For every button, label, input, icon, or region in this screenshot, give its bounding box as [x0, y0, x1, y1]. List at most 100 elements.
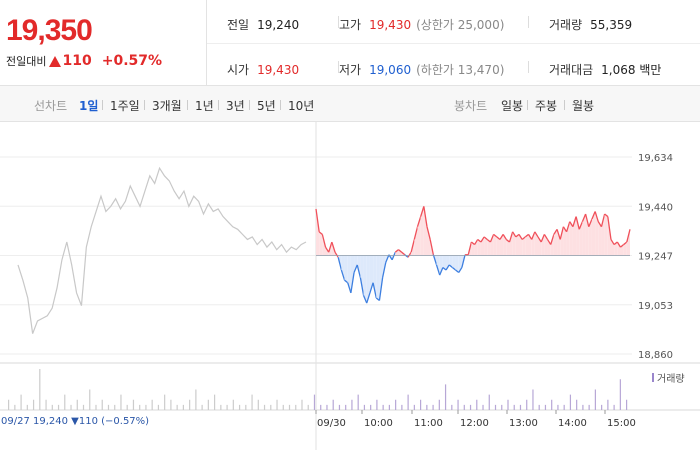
today-line-segment: [385, 254, 390, 263]
today-area-segment: [506, 239, 510, 256]
y-tick-label: 18,860: [638, 350, 673, 361]
today-line-segment: [416, 216, 422, 227]
volume-bar: [95, 404, 97, 410]
col-divider: [338, 16, 339, 28]
volume-bar: [551, 399, 553, 410]
today-area-segment: [319, 231, 323, 256]
x-tick-label: 10:00: [364, 418, 393, 429]
volume-bar: [164, 394, 166, 410]
volume-bar: [432, 404, 434, 410]
upper-limit: (상한가 25,000): [416, 18, 505, 32]
today-line-segment: [340, 269, 346, 281]
candle-tab-daily[interactable]: 일봉: [501, 99, 524, 113]
period-tab-1d[interactable]: 1일: [79, 99, 99, 113]
today-line-segment: [518, 234, 523, 240]
up-triangle-icon: [49, 55, 62, 67]
stat-open: 시가 19,430: [227, 61, 299, 78]
today-area-segment: [354, 255, 358, 273]
today-line-segment: [426, 226, 431, 240]
prev-close-value: 19,240: [257, 18, 300, 32]
volume-bar: [382, 404, 384, 410]
today-line-segment: [604, 213, 609, 218]
volume-legend-label: 거래량: [657, 373, 685, 385]
open-label: 시가: [227, 63, 250, 77]
volume-bar: [189, 399, 191, 410]
period-tab-5y[interactable]: 5년: [257, 99, 276, 113]
today-area-segment: [373, 255, 377, 299]
volume-bar: [488, 394, 490, 410]
volume-bar: [114, 404, 116, 410]
today-line-segment: [394, 249, 399, 253]
volume-bar: [295, 404, 297, 410]
today-line-segment: [359, 277, 365, 296]
volume-bar: [588, 404, 590, 410]
today-area-segment: [595, 211, 599, 256]
today-area-segment: [617, 242, 621, 256]
volume-bar: [444, 384, 447, 410]
today-line-segment: [344, 279, 349, 284]
volume-bar: [395, 399, 397, 410]
volume-bar: [245, 404, 247, 410]
today-line-segment: [534, 231, 539, 238]
today-line-segment: [620, 244, 625, 248]
today-area-segment: [550, 234, 554, 256]
change-rate: +0.57%: [101, 53, 163, 69]
candle-tab-weekly[interactable]: 주봉: [535, 99, 558, 113]
today-area-segment: [366, 255, 370, 304]
today-line-segment: [455, 269, 460, 274]
period-tab-3y[interactable]: 3년: [226, 99, 245, 113]
today-area-segment: [477, 239, 481, 256]
volume-bar: [538, 404, 540, 410]
today-area-segment: [487, 239, 491, 256]
today-line-segment: [521, 236, 526, 240]
today-line-segment: [537, 236, 542, 243]
today-area-segment: [569, 221, 573, 256]
volume-bar: [32, 399, 35, 410]
today-line-segment: [591, 211, 596, 220]
x-tick-label: 12:00: [460, 418, 489, 429]
today-line-segment: [401, 251, 406, 256]
volume-bar: [57, 404, 60, 410]
today-line-segment: [445, 264, 450, 271]
period-tab-1y[interactable]: 1년: [195, 99, 214, 113]
volume-bar: [101, 399, 103, 410]
today-line-segment: [588, 218, 593, 227]
today-line-segment: [496, 236, 501, 240]
volume-legend-swatch: [652, 373, 654, 382]
volume-bar: [338, 404, 341, 410]
col-divider: [528, 61, 529, 73]
today-area-segment: [420, 206, 424, 256]
volume-bar: [326, 404, 328, 410]
today-area-segment: [379, 255, 383, 301]
volume-bar: [70, 404, 72, 410]
today-line-segment: [423, 206, 428, 227]
divider: [144, 100, 145, 110]
stock-summary: 19,350 전일대비 110 +0.57% 전일 19,240 고가 19,4…: [0, 0, 700, 86]
today-line-segment: [489, 234, 495, 243]
price-chart[interactable]: 19,634 19,440 19,247 19,053 18,860 거래량 09/27…: [0, 122, 700, 450]
today-line-segment: [616, 241, 622, 248]
today-area-segment: [363, 255, 367, 304]
period-tab-1w[interactable]: 1주일: [110, 99, 140, 113]
today-area-segment: [528, 234, 532, 256]
today-line-segment: [420, 206, 425, 217]
today-area-segment: [582, 214, 586, 256]
today-line-segment: [347, 282, 352, 294]
volume-bar: [476, 399, 478, 410]
volume-bar: [26, 404, 28, 410]
today-area-segment: [614, 242, 618, 256]
volume-bar: [438, 399, 440, 410]
candle-tab-monthly[interactable]: 월봉: [572, 99, 595, 113]
today-line-segment: [461, 254, 466, 268]
today-area-segment: [360, 255, 364, 296]
volume-bar: [89, 389, 91, 410]
today-line-segment: [391, 251, 396, 261]
prev-day-caption: 09/27 19,240 ▼110 (−0.57%): [1, 416, 149, 427]
period-tab-3m[interactable]: 3개월: [152, 99, 182, 113]
volume-label: 거래량: [549, 18, 583, 32]
period-tab-10y[interactable]: 10년: [288, 99, 315, 113]
volume-bar: [576, 399, 578, 410]
today-line-segment: [626, 229, 631, 243]
today-area-segment: [503, 234, 507, 256]
